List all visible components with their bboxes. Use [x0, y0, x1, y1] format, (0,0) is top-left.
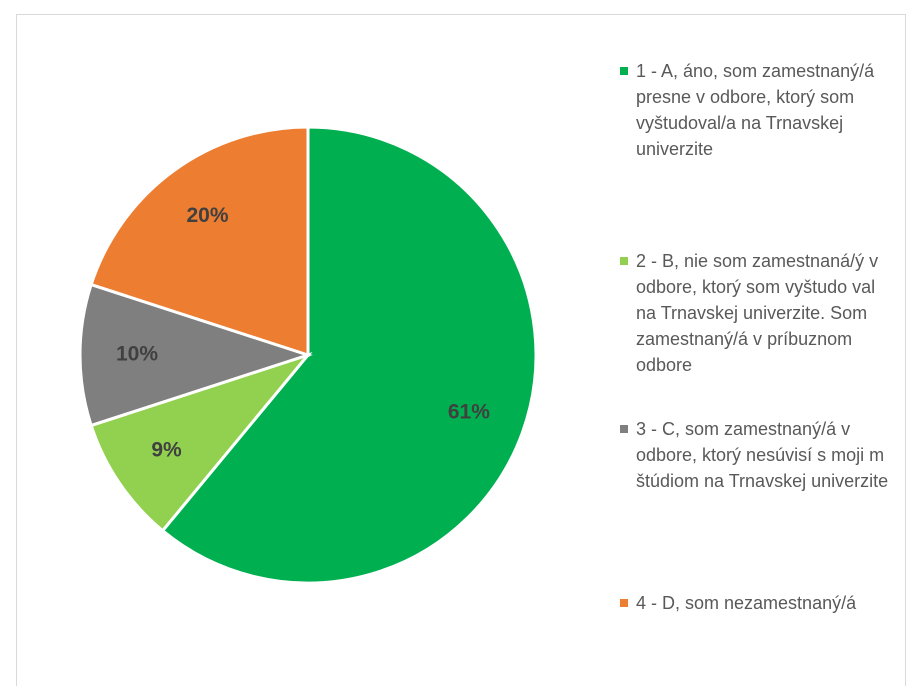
legend-swatch: [620, 67, 628, 75]
legend-item: 1 - A, áno, som zamestnaný/á presne v od…: [620, 58, 890, 162]
pie-slice: [160, 125, 538, 585]
data-label: 10%: [116, 343, 158, 366]
legend-swatch: [620, 599, 628, 607]
data-label: 9%: [151, 439, 182, 462]
legend-item: 3 - C, som zamestnaný/á v odbore, ktorý …: [620, 416, 890, 494]
legend-label: 4 - D, som nezamestnaný/á: [636, 593, 857, 613]
legend-item: 4 - D, som nezamestnaný/á: [620, 590, 890, 616]
legend-label: 1 - A, áno, som zamestnaný/á presne v od…: [636, 61, 875, 159]
pie-slice: [78, 282, 313, 428]
legend-label: 2 - B, nie som zamestnaná/ý v odbore, kt…: [636, 251, 879, 375]
pie-slice: [89, 351, 313, 533]
chart-border: [16, 14, 906, 686]
data-label: 61%: [448, 400, 490, 423]
data-label: 20%: [186, 204, 228, 227]
pie-slice: [89, 125, 310, 358]
legend-item: 2 - B, nie som zamestnaná/ý v odbore, kt…: [620, 248, 890, 378]
legend-swatch: [620, 425, 628, 433]
legend-swatch: [620, 257, 628, 265]
legend-label: 3 - C, som zamestnaný/á v odbore, ktorý …: [636, 419, 889, 491]
